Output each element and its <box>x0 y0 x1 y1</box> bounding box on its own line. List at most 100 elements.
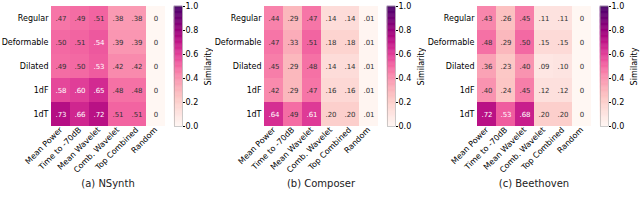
svg-text:.16: .16 <box>344 87 356 95</box>
svg-text:1.0: 1.0 <box>399 2 412 11</box>
svg-text:.39: .39 <box>112 39 123 47</box>
svg-text:.01: .01 <box>363 39 374 47</box>
svg-text:.53: .53 <box>500 111 511 119</box>
svg-text:1dF: 1dF <box>247 86 262 95</box>
svg-text:Regular: Regular <box>444 14 475 23</box>
svg-text:.38: .38 <box>131 15 142 23</box>
svg-text:.24: .24 <box>500 87 512 95</box>
svg-text:0.2: 0.2 <box>399 98 412 107</box>
svg-text:Dilated: Dilated <box>446 62 475 71</box>
svg-text:0.8: 0.8 <box>612 26 625 35</box>
svg-text:Regular: Regular <box>18 14 49 23</box>
svg-text:0: 0 <box>154 39 158 47</box>
svg-text:.51: .51 <box>112 111 123 119</box>
svg-text:.29: .29 <box>500 39 511 47</box>
svg-text:.49: .49 <box>74 15 85 23</box>
svg-text:.50: .50 <box>55 39 66 47</box>
svg-text:.10: .10 <box>557 63 568 71</box>
svg-text:0: 0 <box>580 111 584 119</box>
svg-text:.68: .68 <box>519 111 530 119</box>
svg-text:.38: .38 <box>112 15 123 23</box>
svg-text:.18: .18 <box>325 39 336 47</box>
svg-text:.16: .16 <box>325 87 337 95</box>
svg-text:Similarity: Similarity <box>417 47 426 85</box>
svg-text:0: 0 <box>154 63 158 71</box>
svg-text:1dT: 1dT <box>459 110 474 119</box>
svg-text:.51: .51 <box>306 39 317 47</box>
svg-text:.40: .40 <box>481 87 492 95</box>
svg-text:0.4: 0.4 <box>399 74 412 83</box>
svg-text:.09: .09 <box>538 63 549 71</box>
svg-text:.53: .53 <box>93 63 104 71</box>
svg-text:.60: .60 <box>74 87 85 95</box>
svg-text:Similarity: Similarity <box>630 47 639 85</box>
svg-text:Random: Random <box>342 125 372 155</box>
svg-text:.18: .18 <box>344 39 355 47</box>
svg-text:.47: .47 <box>268 39 279 47</box>
svg-text:.51: .51 <box>131 111 142 119</box>
svg-text:.47: .47 <box>306 15 317 23</box>
svg-text:.15: .15 <box>538 39 549 47</box>
svg-text:.50: .50 <box>519 39 530 47</box>
svg-text:.15: .15 <box>557 39 568 47</box>
svg-text:.11: .11 <box>557 15 568 23</box>
svg-text:Deformable: Deformable <box>215 38 262 47</box>
svg-text:.01: .01 <box>363 87 374 95</box>
svg-text:.20: .20 <box>538 111 549 119</box>
svg-text:Random: Random <box>129 125 159 155</box>
svg-text:1dF: 1dF <box>34 86 49 95</box>
svg-text:.49: .49 <box>287 111 298 119</box>
svg-text:.51: .51 <box>93 15 104 23</box>
svg-text:.48: .48 <box>481 39 492 47</box>
svg-text:.44: .44 <box>268 15 280 23</box>
svg-text:0: 0 <box>154 111 158 119</box>
svg-text:.54: .54 <box>93 39 105 47</box>
svg-text:0.2: 0.2 <box>612 98 625 107</box>
svg-text:0.4: 0.4 <box>612 74 625 83</box>
svg-text:.33: .33 <box>287 39 298 47</box>
svg-text:.42: .42 <box>268 87 279 95</box>
svg-text:.29: .29 <box>287 15 298 23</box>
svg-text:.65: .65 <box>93 87 104 95</box>
svg-text:.23: .23 <box>500 63 511 71</box>
svg-text:0.2: 0.2 <box>186 98 199 107</box>
svg-text:0: 0 <box>580 63 584 71</box>
svg-text:0.0: 0.0 <box>399 122 412 131</box>
svg-text:.51: .51 <box>74 39 85 47</box>
svg-text:.20: .20 <box>325 111 336 119</box>
svg-text:.49: .49 <box>55 63 66 71</box>
svg-text:.11: .11 <box>538 15 549 23</box>
svg-text:.29: .29 <box>287 87 298 95</box>
svg-text:.72: .72 <box>481 111 492 119</box>
svg-text:.12: .12 <box>557 87 568 95</box>
svg-text:.48: .48 <box>306 63 317 71</box>
svg-text:.61: .61 <box>306 111 317 119</box>
svg-text:0: 0 <box>154 87 158 95</box>
svg-text:.14: .14 <box>344 63 356 71</box>
svg-text:.45: .45 <box>519 15 530 23</box>
svg-text:.36: .36 <box>481 63 493 71</box>
svg-text:.45: .45 <box>268 63 279 71</box>
svg-text:.20: .20 <box>344 111 355 119</box>
svg-text:.14: .14 <box>325 15 337 23</box>
svg-text:.01: .01 <box>363 111 374 119</box>
svg-text:1dF: 1dF <box>460 86 475 95</box>
svg-text:.29: .29 <box>287 63 298 71</box>
svg-text:0: 0 <box>580 87 584 95</box>
svg-text:.26: .26 <box>500 15 512 23</box>
svg-text:0: 0 <box>154 15 158 23</box>
svg-text:1.0: 1.0 <box>186 2 199 11</box>
svg-text:.72: .72 <box>93 111 104 119</box>
svg-text:Dilated: Dilated <box>20 62 49 71</box>
svg-text:Deformable: Deformable <box>428 38 475 47</box>
svg-text:.14: .14 <box>344 15 356 23</box>
svg-text:.73: .73 <box>55 111 66 119</box>
svg-text:Deformable: Deformable <box>2 38 49 47</box>
svg-text:.64: .64 <box>268 111 280 119</box>
svg-text:.66: .66 <box>74 111 86 119</box>
svg-text:0.0: 0.0 <box>186 122 199 131</box>
svg-text:.39: .39 <box>131 39 142 47</box>
svg-text:Regular: Regular <box>231 14 262 23</box>
svg-text:0.0: 0.0 <box>612 122 625 131</box>
svg-text:.42: .42 <box>131 63 142 71</box>
